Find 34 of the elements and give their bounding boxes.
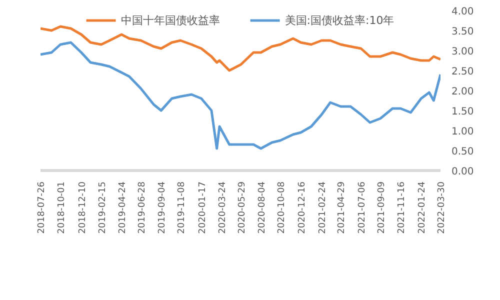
x-tick-label: 2021-02-24 bbox=[318, 181, 328, 234]
x-tick-label: 2019-02-15 bbox=[98, 181, 108, 234]
legend-label: 美国:国债收益率:10年 bbox=[284, 12, 394, 28]
x-tick-label: 2020-03-24 bbox=[218, 181, 228, 234]
x-tick-label: 2021-09-09 bbox=[376, 181, 387, 234]
x-tick-label: 2019-11-08 bbox=[176, 181, 187, 234]
x-tick-label: 2022-01-24 bbox=[418, 181, 428, 234]
x-tick-label: 2019-09-04 bbox=[158, 181, 168, 234]
x-tick-label: 2020-01-17 bbox=[198, 181, 208, 234]
line-series bbox=[40, 25, 440, 72]
x-tick-label: 2020-08-04 bbox=[257, 181, 268, 234]
line-series bbox=[40, 41, 440, 150]
y-tick-label: 1.50 bbox=[452, 106, 474, 118]
x-tick-label: 2022-03-30 bbox=[437, 181, 447, 234]
y-tick-label: 3.00 bbox=[452, 46, 474, 58]
x-tick-label: 2020-05-29 bbox=[237, 181, 248, 234]
x-tick-label: 2018-12-10 bbox=[78, 181, 88, 234]
x-tick-label: 2021-07-06 bbox=[357, 181, 368, 234]
x-tick-label: 2018-10-01 bbox=[56, 181, 67, 234]
y-tick-label: 2.50 bbox=[452, 66, 474, 78]
x-tick-label: 2020-10-08 bbox=[276, 181, 287, 234]
x-tick-label: 2019-04-24 bbox=[118, 181, 128, 234]
y-tick-label: 3.50 bbox=[452, 26, 474, 38]
x-tick-label: 2019-06-28 bbox=[137, 181, 148, 234]
x-tick-label: 2021-04-29 bbox=[337, 181, 348, 234]
y-tick-label: 4.00 bbox=[452, 6, 474, 18]
x-tick-label: 2021-11-16 bbox=[397, 181, 408, 234]
x-tick-label: 2020-12-16 bbox=[297, 181, 308, 234]
y-tick-label: 0.50 bbox=[452, 146, 474, 158]
y-tick-label: 2.00 bbox=[452, 86, 474, 98]
x-tick-label: 2018-07-26 bbox=[37, 181, 47, 234]
y-tick-label: 0.00 bbox=[452, 166, 474, 178]
y-tick-label: 1.00 bbox=[452, 126, 474, 138]
legend-label: 中国十年国债收益率 bbox=[120, 12, 220, 28]
